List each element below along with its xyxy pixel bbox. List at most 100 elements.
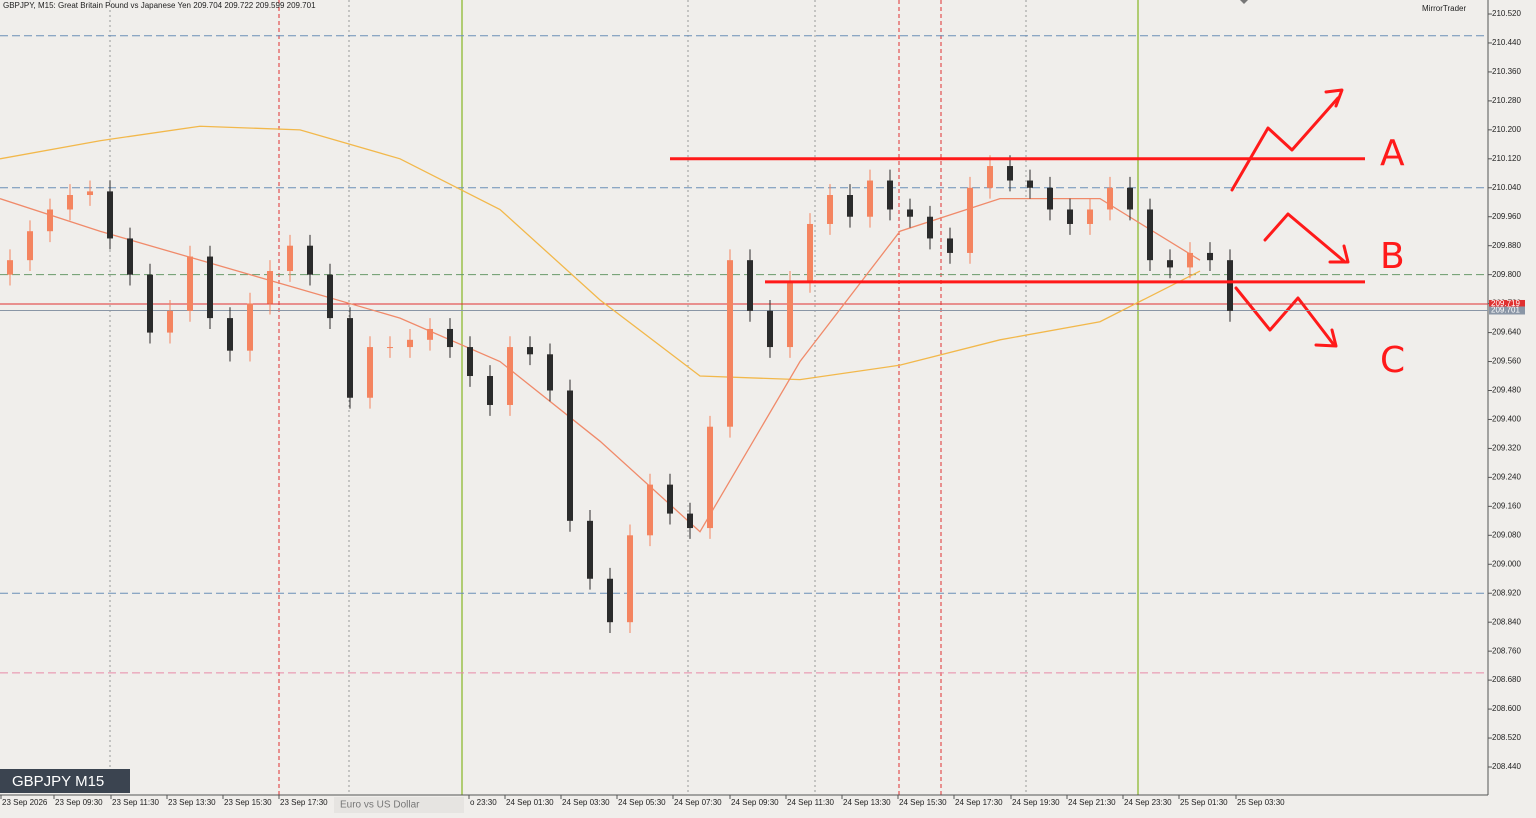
candle-body xyxy=(1207,252,1213,261)
candle-body xyxy=(867,180,873,217)
candle-body xyxy=(567,390,573,521)
candle-body xyxy=(987,166,993,188)
time-label: 23 Sep 11:30 xyxy=(112,798,160,807)
candle-body xyxy=(387,347,393,349)
scenario-label: C xyxy=(1380,340,1405,381)
price-label: 208.920 xyxy=(1492,588,1521,597)
candle-body xyxy=(1167,260,1173,268)
candle-body xyxy=(507,347,513,405)
period-separators xyxy=(109,0,1139,795)
candle-body xyxy=(107,191,113,239)
time-label: o 23:30 xyxy=(470,798,497,807)
price-label: 210.200 xyxy=(1492,125,1521,134)
candle-body xyxy=(887,180,893,210)
time-label: 24 Sep 01:30 xyxy=(506,798,554,807)
candle-body xyxy=(967,187,973,253)
candle-body xyxy=(207,256,213,319)
candle-body xyxy=(487,376,493,405)
price-label: 209.480 xyxy=(1492,386,1521,395)
candle-body xyxy=(527,347,533,355)
candle-body xyxy=(707,426,713,529)
tooltip xyxy=(334,797,464,813)
candle-body xyxy=(67,195,73,210)
symbol-badge-text: GBPJPY M15 xyxy=(12,773,104,790)
price-label: 210.280 xyxy=(1492,96,1521,105)
time-label: 23 Sep 2026 xyxy=(2,798,48,807)
candle-body xyxy=(607,578,613,623)
candle-body xyxy=(327,274,333,319)
price-label: 209.800 xyxy=(1492,270,1521,279)
candle-body xyxy=(447,328,453,348)
candle-body xyxy=(807,223,813,282)
candle-body xyxy=(1007,166,1013,181)
arrow-b xyxy=(1263,212,1347,264)
symbol-badge xyxy=(0,769,130,793)
price-label: 208.840 xyxy=(1492,617,1521,626)
scenario-label: B xyxy=(1380,236,1405,277)
price-label: 210.520 xyxy=(1492,9,1521,18)
candle-body xyxy=(1087,209,1093,224)
candle-body xyxy=(227,318,233,351)
tooltip-text: Euro vs US Dollar xyxy=(340,800,420,811)
candle-body xyxy=(627,535,633,623)
candle-body xyxy=(687,513,693,529)
moving-average xyxy=(0,125,1201,381)
time-label: 24 Sep 21:30 xyxy=(1068,798,1116,807)
candle-body xyxy=(47,209,53,232)
arrow-c xyxy=(1234,286,1336,347)
arrow-head xyxy=(1328,244,1350,264)
price-label: 209.560 xyxy=(1492,357,1521,366)
price-label: 209.240 xyxy=(1492,472,1521,481)
candle-body xyxy=(267,271,273,304)
candle-body xyxy=(127,238,133,275)
price-label: 208.520 xyxy=(1492,733,1521,742)
candle-body xyxy=(927,216,933,239)
price-label: 209.000 xyxy=(1492,559,1521,568)
time-label: 23 Sep 09:30 xyxy=(55,798,103,807)
price-label-box xyxy=(1489,299,1525,308)
price-label: 209.320 xyxy=(1492,444,1521,453)
moving-average xyxy=(0,197,1201,533)
candle-body xyxy=(347,318,353,398)
candle-body xyxy=(407,339,413,348)
time-label: 24 Sep 07:30 xyxy=(674,798,722,807)
time-label: 24 Sep 03:30 xyxy=(562,798,610,807)
time-label: 24 Sep 23:30 xyxy=(1124,798,1172,807)
price-label: 210.040 xyxy=(1492,183,1521,192)
time-label: 23 Sep 15:30 xyxy=(224,798,272,807)
candle-body xyxy=(947,238,953,253)
candle-body xyxy=(587,520,593,579)
plot-area xyxy=(0,0,1488,795)
price-label: 210.440 xyxy=(1492,38,1521,47)
candle-body xyxy=(1047,187,1053,210)
price-label: 208.680 xyxy=(1492,675,1521,684)
price-level-label: 209.719 xyxy=(1491,299,1520,308)
time-label: 25 Sep 03:30 xyxy=(1237,798,1285,807)
candle-body xyxy=(647,484,653,536)
time-label: 23 Sep 13:30 xyxy=(168,798,216,807)
candle-body xyxy=(87,191,93,196)
candle-body xyxy=(467,347,473,377)
candle-body xyxy=(547,354,553,391)
price-label-box xyxy=(1489,306,1525,315)
candle-body xyxy=(667,484,673,514)
brand: MirrorTrader xyxy=(1422,4,1466,13)
candle-body xyxy=(1107,187,1113,210)
time-label: 24 Sep 05:30 xyxy=(618,798,666,807)
time-label: 24 Sep 11:30 xyxy=(787,798,835,807)
candle-body xyxy=(367,347,373,398)
price-label: 209.400 xyxy=(1492,415,1521,424)
time-label: 24 Sep 19:30 xyxy=(1012,798,1060,807)
candle-body xyxy=(907,209,913,217)
price-level-label: 209.701 xyxy=(1491,306,1520,315)
arrow-head xyxy=(1314,328,1338,348)
price-label: 208.600 xyxy=(1492,704,1521,713)
candle-body xyxy=(827,195,833,224)
price-label: 208.440 xyxy=(1492,762,1521,771)
scenario-label: A xyxy=(1380,133,1405,174)
price-label: 209.160 xyxy=(1492,501,1521,510)
candle-body xyxy=(247,303,253,351)
time-label: 25 Sep 01:30 xyxy=(1180,798,1228,807)
